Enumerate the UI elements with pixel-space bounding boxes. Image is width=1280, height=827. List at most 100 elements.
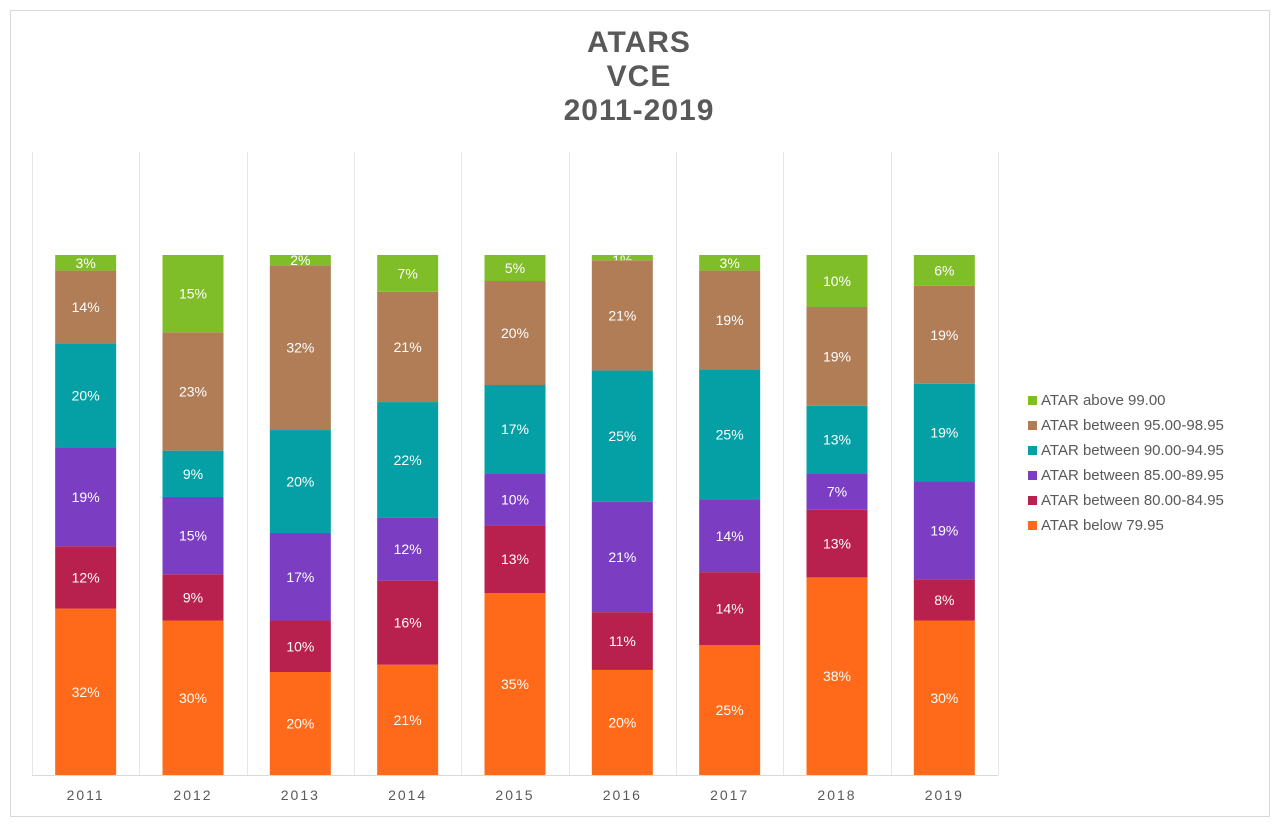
data-label: 8% [934,592,954,608]
bar-segment [162,496,224,575]
data-label: 30% [930,690,958,706]
data-label: 13% [501,551,529,567]
data-label: 25% [608,428,636,444]
bar-segment [913,481,975,580]
legend-item: ATAR between 90.00-94.95 [1028,438,1224,463]
bar-segment [484,255,546,281]
data-label: 11% [609,633,636,649]
bar-segment [55,255,117,271]
legend-item: ATAR below 79.95 [1028,513,1224,538]
data-label: 10% [823,273,851,289]
data-label: 12% [72,569,100,585]
data-label: 20% [286,474,314,490]
data-label: 15% [179,528,207,544]
data-label: 20% [286,716,314,732]
legend-item: ATAR above 99.00 [1028,388,1224,413]
legend-swatch [1028,496,1037,505]
legend-label: ATAR below 79.95 [1041,517,1164,534]
bar-segment [377,517,439,581]
bar-segment [162,620,224,775]
data-label: 20% [501,325,529,341]
bar-segment [377,291,439,403]
chart-legend: ATAR above 99.00 ATAR between 95.00-98.95… [1028,388,1224,538]
bar-segment [913,579,975,621]
legend-swatch [1028,471,1037,480]
bar-segment [699,499,761,573]
bar-segment [806,473,868,510]
data-label: 19% [930,522,958,538]
bar-segment [591,260,653,371]
x-tick-label: 2013 [281,787,320,803]
data-label: 17% [501,421,529,437]
data-label: 12% [394,541,422,557]
bar-segment [913,620,975,775]
legend-label: ATAR above 99.00 [1041,392,1166,409]
bar-segment [269,430,331,534]
bar-segment [913,285,975,384]
data-label: 21% [394,339,422,355]
bar-segment [913,383,975,482]
data-label: 38% [823,668,851,684]
x-tick-label: 2011 [67,787,105,803]
data-label: 3% [76,255,96,271]
x-tick-label: 2019 [925,787,964,803]
data-label: 10% [501,491,529,507]
x-tick-label: 2014 [388,787,427,803]
data-label: 1% [612,252,632,268]
data-label: 14% [716,528,744,544]
bar-segment [484,525,546,593]
data-label: 21% [608,549,636,565]
legend-label: ATAR between 85.00-89.95 [1041,467,1224,484]
legend-swatch [1028,396,1037,405]
bar-segment [55,343,117,448]
x-tick-label: 2015 [495,787,534,803]
data-label: 7% [398,265,418,281]
data-label: 14% [72,299,100,315]
data-label: 10% [286,638,314,654]
chart-title-line-3: 2011-2019 [563,94,715,127]
bar-segment [269,672,331,775]
legend-item: ATAR between 85.00-89.95 [1028,463,1224,488]
bar-segment [484,385,546,474]
data-label: 25% [716,426,744,442]
bar-segment [377,255,439,292]
legend-label: ATAR between 95.00-98.95 [1041,417,1224,434]
data-label: 25% [716,702,744,718]
data-label: 21% [394,712,422,728]
bar-segment [591,370,653,502]
bar-segment [806,577,868,775]
x-tick-label: 2016 [603,787,642,803]
chart-title: ATARS VCE 2011-2019 [0,26,1278,128]
bar-segment [699,572,761,645]
legend-item: ATAR between 80.00-84.95 [1028,488,1224,513]
data-label: 13% [823,432,851,448]
bar-segment [377,402,439,518]
bar-segment [55,546,117,609]
data-label: 19% [716,312,744,328]
bar-segment [591,669,653,775]
data-label: 23% [179,383,207,399]
chart-title-line-1: ATARS [587,26,691,59]
legend-swatch [1028,446,1037,455]
data-label: 32% [72,684,100,700]
bar-segment [162,332,224,451]
bar-segment [591,255,653,261]
data-label: 20% [72,387,100,403]
bar-segment [269,620,331,673]
chart-title-line-2: VCE [606,60,672,93]
x-tick-label: 2018 [817,787,856,803]
bar-segment [806,307,868,406]
legend-swatch [1028,521,1037,530]
data-label: 13% [823,536,851,552]
bar-segment [269,255,331,266]
data-label: 19% [930,425,958,441]
data-label: 3% [720,255,740,271]
data-label: 19% [72,489,100,505]
legend-label: ATAR between 90.00-94.95 [1041,442,1224,459]
bar-segment [591,501,653,613]
data-label: 16% [394,615,422,631]
data-label: 14% [716,601,744,617]
data-label: 9% [183,589,203,605]
x-tick-label: 2017 [710,787,749,803]
